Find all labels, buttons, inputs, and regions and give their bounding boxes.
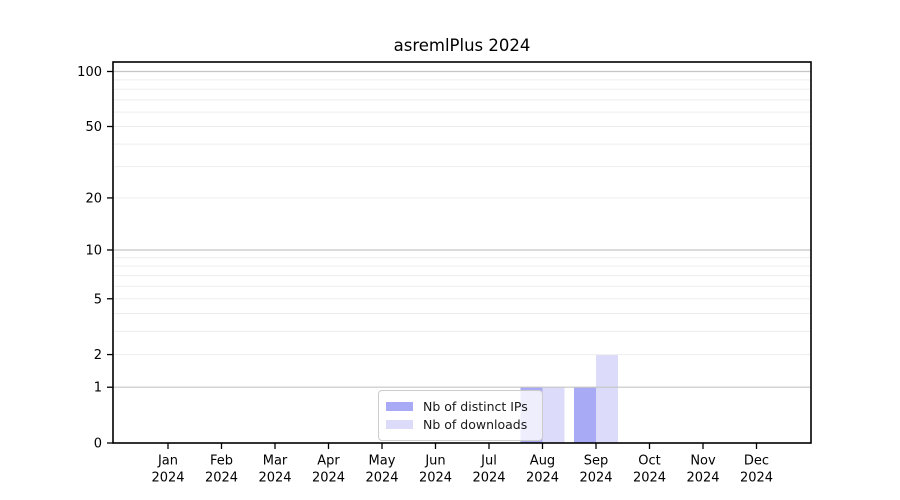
x-tick-label-year: 2024 [740,471,773,486]
legend-label-distinct-ips: Nb of distinct IPs [423,398,528,414]
chart-title: asremlPlus 2024 [393,36,531,55]
legend-item-downloads: Nb of downloads [386,415,542,433]
x-tick-label-month: Sep [584,454,609,469]
legend-label-downloads: Nb of downloads [423,416,528,432]
axis-spine [112,61,812,444]
x-tick-label-month: Mar [263,454,288,469]
x-tick-label-month: Jun [424,454,445,469]
y-tick-label: 2 [94,348,102,363]
legend: Nb of distinct IPs Nb of downloads [378,390,543,441]
y-tick-label: 0 [94,437,102,452]
x-tick-label-year: 2024 [633,471,666,486]
y-tick-label: 20 [85,191,102,206]
bar-distinct-ips [574,387,596,443]
x-tick-label-year: 2024 [579,471,612,486]
x-tick-label-month: May [369,454,396,469]
bar-downloads [596,354,618,443]
x-tick-label-year: 2024 [526,471,559,486]
x-tick-label-month: Feb [210,454,233,469]
x-tick-label-year: 2024 [472,471,505,486]
y-tick-label: 5 [94,292,102,307]
x-tick-label-year: 2024 [686,471,719,486]
y-tick-label: 1 [94,381,102,396]
x-tick-label-month: Jan [157,454,178,469]
x-tick-label-year: 2024 [312,471,345,486]
x-tick-label-month: Oct [638,454,660,469]
x-tick-label-year: 2024 [419,471,452,486]
legend-item-distinct-ips: Nb of distinct IPs [386,397,542,415]
x-tick-label-year: 2024 [258,471,291,486]
legend-swatch-distinct-ips [386,401,413,411]
y-tick-label: 50 [85,120,102,135]
legend-swatch-downloads [386,419,413,429]
x-tick-label-month: Jul [480,454,497,469]
y-tick-label: 10 [85,243,102,258]
y-tick-label: 100 [77,65,102,80]
x-tick-label-month: Nov [690,454,716,469]
x-tick-label-month: Apr [317,454,340,469]
x-tick-label-month: Aug [530,454,555,469]
x-tick-label-month: Dec [744,454,769,469]
x-tick-label-year: 2024 [205,471,238,486]
x-tick-label-year: 2024 [151,471,184,486]
bar-downloads [542,387,565,443]
x-tick-label-year: 2024 [365,471,398,486]
